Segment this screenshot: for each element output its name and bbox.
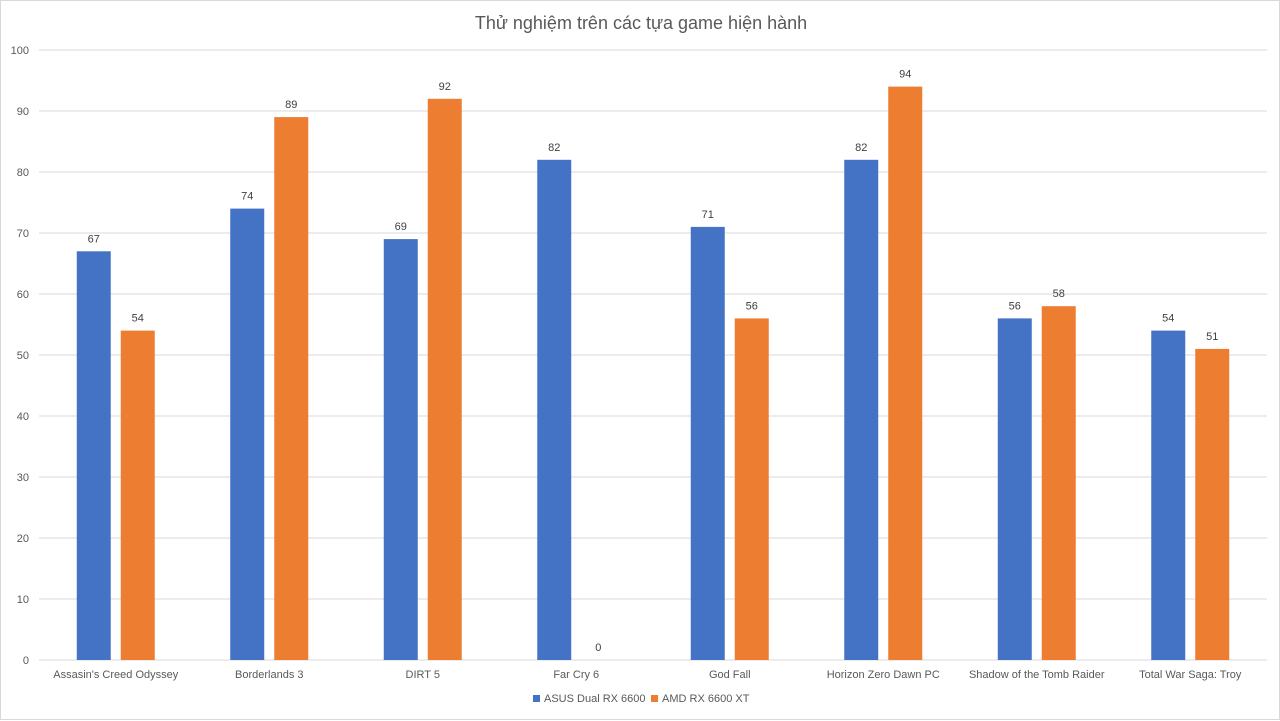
data-label: 51 (1206, 331, 1218, 343)
x-category-label: Shadow of the Tomb Raider (969, 669, 1105, 681)
bar (1041, 306, 1076, 660)
bar (120, 330, 155, 660)
y-tick-label: 50 (17, 350, 29, 362)
legend-label: ASUS Dual RX 6600 (544, 693, 646, 705)
bar (274, 117, 309, 661)
data-labels: 67 54 74 89 69 92 82 0 71 56 82 94 56 58 54 51 (88, 69, 1219, 654)
bar (1151, 330, 1186, 660)
bar (383, 239, 418, 660)
bar (690, 226, 725, 660)
y-tick-label: 60 (17, 289, 29, 301)
y-axis-ticks: 0 10 20 30 40 50 60 70 80 90 100 (11, 45, 29, 667)
y-tick-label: 80 (17, 167, 29, 179)
data-label: 74 (241, 191, 253, 203)
legend: ASUS Dual RX 6600 AMD RX 6600 XT (533, 693, 750, 705)
data-label: 56 (1009, 300, 1021, 312)
data-label: 67 (88, 233, 100, 245)
bar (427, 98, 462, 661)
bar (844, 159, 879, 661)
y-tick-label: 40 (17, 411, 29, 423)
data-label: 0 (595, 642, 601, 654)
x-category-label: DIRT 5 (406, 669, 440, 681)
data-label: 56 (746, 300, 758, 312)
y-tick-label: 10 (17, 594, 29, 606)
bar (888, 86, 923, 661)
x-category-label: God Fall (709, 669, 751, 681)
grid-layer (39, 49, 1267, 661)
x-category-label: Assasin's Creed Odyssey (53, 669, 178, 681)
data-label: 94 (899, 69, 911, 81)
y-tick-label: 30 (17, 472, 29, 484)
data-label: 82 (548, 142, 560, 154)
data-label: 58 (1053, 288, 1065, 300)
y-tick-label: 90 (17, 106, 29, 118)
x-category-label: Far Cry 6 (553, 669, 599, 681)
y-tick-label: 20 (17, 533, 29, 545)
x-axis-categories: Assasin's Creed Odyssey Borderlands 3 DIRT… (53, 669, 1242, 681)
data-label: 92 (439, 81, 451, 93)
data-label: 89 (285, 99, 297, 111)
bar (734, 318, 769, 660)
x-category-label: Borderlands 3 (235, 669, 304, 681)
y-tick-label: 0 (23, 655, 29, 667)
bar (997, 318, 1032, 660)
data-label: 82 (855, 142, 867, 154)
bar (537, 159, 572, 661)
data-label: 54 (132, 313, 144, 325)
data-label: 69 (395, 221, 407, 233)
bar (1195, 348, 1230, 660)
legend-swatch (533, 695, 540, 702)
legend-swatch (651, 695, 658, 702)
bars (76, 86, 1230, 661)
y-tick-label: 70 (17, 228, 29, 240)
x-category-label: Total War Saga: Troy (1139, 669, 1242, 681)
bar (76, 251, 111, 661)
data-label: 54 (1162, 313, 1174, 325)
legend-label: AMD RX 6600 XT (662, 693, 750, 705)
y-tick-label: 100 (11, 45, 29, 57)
x-category-label: Horizon Zero Dawn PC (827, 669, 940, 681)
data-label: 71 (702, 209, 714, 221)
bar (230, 208, 265, 660)
chart-title: Thử nghiệm trên các tựa game hiện hành (475, 13, 807, 33)
